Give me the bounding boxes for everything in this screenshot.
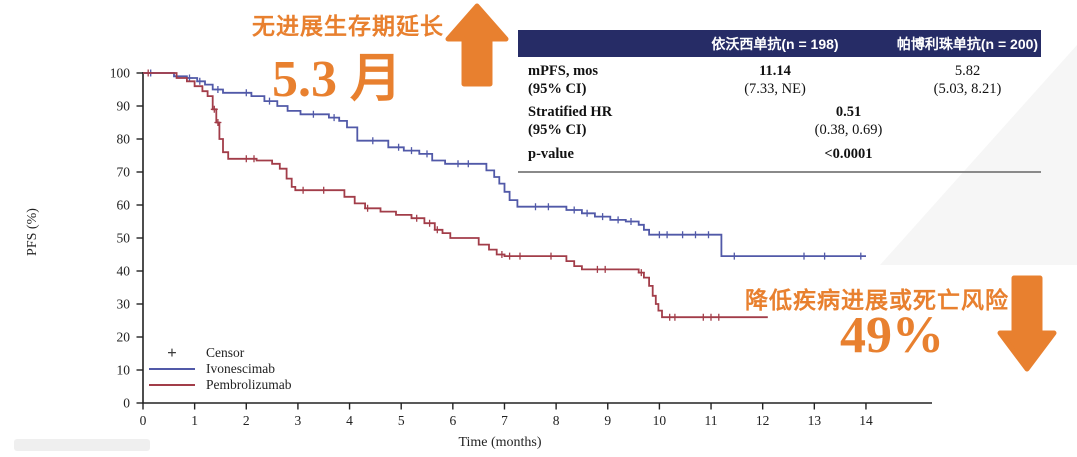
x-tick-label: 4	[346, 413, 353, 428]
x-tick-label: 8	[553, 413, 560, 428]
x-tick-label: 3	[295, 413, 302, 428]
hr-ci-label: (95% CI)	[528, 122, 587, 139]
watermark-shape	[880, 45, 1077, 265]
risk-reduction-value: 49%	[840, 307, 944, 364]
hr-label: Stratified HR	[528, 104, 613, 121]
mpfs-label: mPFS, mos	[528, 63, 599, 79]
x-tick-label: 9	[604, 413, 611, 428]
mpfs-pembrolizumab-value: 5.82 (5.03, 8.21)	[894, 57, 1041, 98]
x-tick-label: 7	[501, 413, 508, 428]
hr-value-number: 0.51	[835, 104, 862, 121]
mpfs-ivonescimab-value: 11.14 (7.33, NE)	[656, 57, 894, 98]
x-tick-label: 2	[243, 413, 250, 428]
y-tick-label: 40	[117, 264, 131, 279]
results-table: 依沃西单抗(n = 198) 帕博利珠单抗(n = 200) mPFS, mos…	[518, 30, 1041, 174]
table-bottom-rule	[518, 163, 1041, 174]
legend-label: Ivonescimab	[206, 361, 275, 376]
mpfs-ci-label: (95% CI)	[528, 80, 587, 97]
censor-plus-icon: +	[167, 343, 177, 362]
ivonescimab-curve	[143, 72, 866, 257]
pembrolizumab-censor-marks	[144, 69, 723, 321]
mpfs-ci-2: (5.03, 8.21)	[933, 80, 1002, 97]
table-header-ivonescimab: 依沃西单抗(n = 198)	[656, 30, 894, 57]
row-mpfs-label: mPFS, mos (95% CI)	[518, 57, 656, 98]
x-tick-label: 13	[808, 413, 822, 428]
table-header-pembrolizumab: 帕博利珠单抗(n = 200)	[894, 30, 1041, 57]
pvalue-label: p-value	[528, 145, 574, 162]
x-tick-label: 5	[398, 413, 405, 428]
row-hr-label: Stratified HR (95% CI)	[518, 98, 656, 139]
ivonescimab-line-swatch	[149, 368, 195, 370]
legend-item-ivonescimab: Ivonescimab	[148, 361, 291, 377]
y-tick-label: 60	[117, 198, 131, 213]
x-tick-label: 14	[859, 413, 873, 428]
x-tick-label: 1	[191, 413, 198, 428]
y-tick-label: 50	[117, 231, 131, 246]
chart-legend: + Censor Ivonescimab Pembrolizumab	[148, 343, 291, 393]
legend-item-censor: + Censor	[148, 343, 291, 362]
down-arrow-icon	[997, 275, 1057, 372]
risk-reduction-label: 降低疾病进展或死亡风险	[745, 287, 1009, 313]
pembrolizumab-curve	[143, 72, 768, 319]
x-tick-label: 11	[705, 413, 718, 428]
pvalue-value: <0.0001	[824, 145, 873, 162]
legend-item-pembrolizumab: Pembrolizumab	[148, 377, 291, 393]
x-tick-label: 6	[449, 413, 456, 428]
pfs-benefit-label: 无进展生存期延长	[252, 13, 444, 39]
table-header-cell	[518, 30, 656, 57]
y-axis-label: PFS (%)	[25, 208, 40, 256]
pfs-benefit-value: 5.3 月	[272, 51, 403, 108]
pembrolizumab-line-swatch	[149, 384, 195, 386]
hr-value: 0.51 (0.38, 0.69)	[656, 98, 1041, 139]
watermark-smudge	[14, 439, 150, 451]
x-tick-label: 12	[756, 413, 770, 428]
x-tick-label: 0	[140, 413, 147, 428]
up-arrow-icon	[445, 3, 509, 87]
legend-label: Censor	[206, 345, 245, 360]
mpfs-ci-1: (7.33, NE)	[744, 80, 806, 97]
y-tick-label: 0	[123, 396, 130, 411]
x-tick-label: 10	[653, 413, 667, 428]
y-tick-label: 10	[117, 363, 131, 378]
mpfs-value-1: 11.14	[759, 63, 791, 79]
legend-label: Pembrolizumab	[206, 377, 292, 392]
y-tick-label: 30	[117, 297, 131, 312]
row-pvalue-label: p-value	[518, 140, 656, 164]
y-tick-label: 80	[117, 132, 131, 147]
x-axis-label: Time (months)	[458, 435, 541, 450]
y-tick-label: 70	[117, 165, 131, 180]
mpfs-value-2: 5.82	[954, 63, 981, 79]
hr-ci-value: (0.38, 0.69)	[814, 122, 883, 139]
y-tick-label: 100	[110, 66, 131, 81]
y-tick-label: 20	[117, 330, 131, 345]
y-tick-label: 90	[117, 99, 131, 114]
